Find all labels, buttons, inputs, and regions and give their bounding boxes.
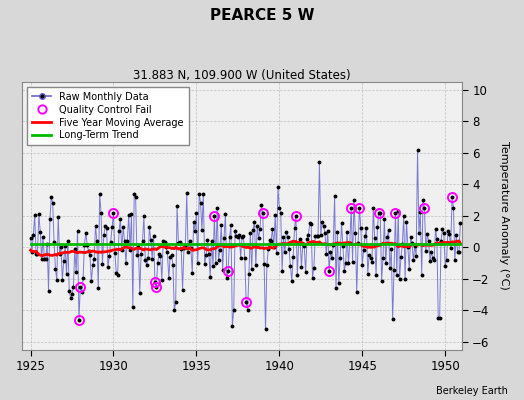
Text: PEARCE 5 W: PEARCE 5 W [210,8,314,23]
Title: 31.883 N, 109.900 W (United States): 31.883 N, 109.900 W (United States) [133,69,351,82]
Y-axis label: Temperature Anomaly (°C): Temperature Anomaly (°C) [499,142,509,290]
Text: Berkeley Earth: Berkeley Earth [436,386,508,396]
Legend: Raw Monthly Data, Quality Control Fail, Five Year Moving Average, Long-Term Tren: Raw Monthly Data, Quality Control Fail, … [27,87,189,145]
